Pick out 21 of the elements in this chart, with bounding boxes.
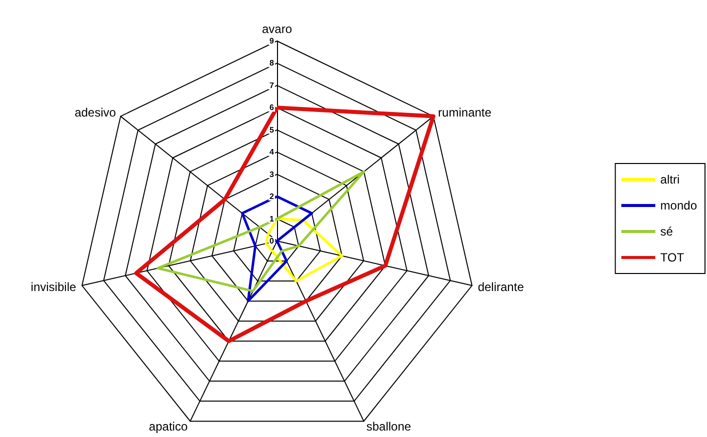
spoke-label: invisibile (30, 280, 76, 294)
spoke-label: ruminante (438, 106, 492, 120)
legend-label: sé (660, 224, 674, 238)
legend-label: TOT (660, 250, 685, 264)
y-tick-label: 3 (270, 170, 275, 179)
spoke-label: delirante (478, 280, 524, 294)
legend-label: altri (660, 172, 680, 186)
y-tick-label: 6 (270, 103, 275, 112)
y-tick-label: 7 (270, 80, 275, 90)
y-tick-label: 5 (270, 125, 275, 134)
spoke-label: apatico (148, 420, 188, 434)
y-tick-label: 2 (270, 192, 275, 202)
y-tick-label: 4 (270, 148, 275, 157)
y-tick-label: 8 (270, 58, 275, 68)
y-tick-label: 0 (270, 236, 275, 246)
y-tick-label: 9 (270, 36, 275, 46)
y-tick-label: 1 (270, 214, 275, 224)
spoke-label: adesivo (74, 106, 116, 120)
legend-label: mondo (660, 198, 698, 212)
spoke-label: sballone (366, 420, 412, 434)
spoke-label: avaro (262, 22, 292, 36)
